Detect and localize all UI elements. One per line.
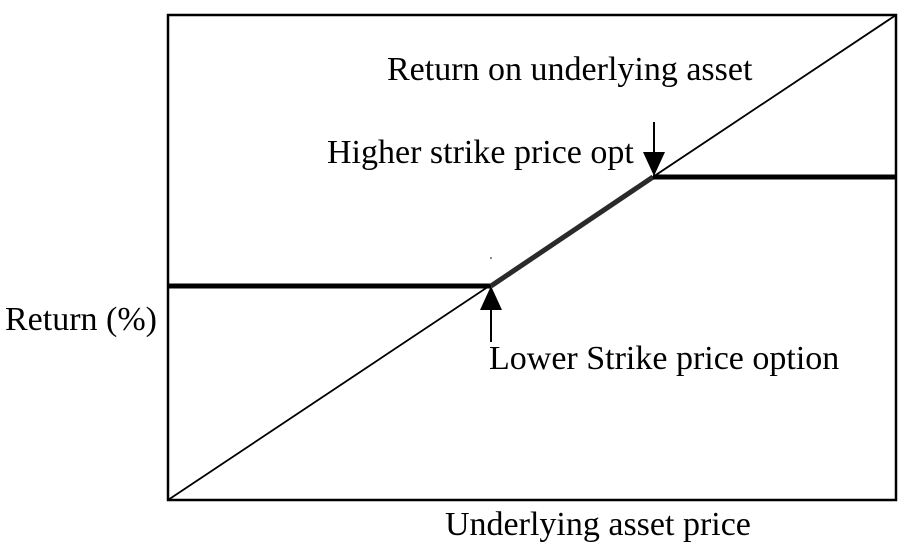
stray-dot <box>490 257 492 259</box>
y-axis-label: Return (%) <box>5 301 157 338</box>
higher-strike-arrow <box>643 122 665 176</box>
x-axis-label: Underlying asset price <box>445 506 751 543</box>
lower-strike-arrow <box>480 286 502 342</box>
lower-strike-label: Lower Strike price option <box>489 340 839 377</box>
underlying-return-label: Return on underlying asset <box>387 51 753 88</box>
payoff-middle-segment <box>489 174 655 289</box>
higher-strike-label: Higher strike price opt <box>327 134 634 171</box>
plot-frame <box>166 13 898 502</box>
